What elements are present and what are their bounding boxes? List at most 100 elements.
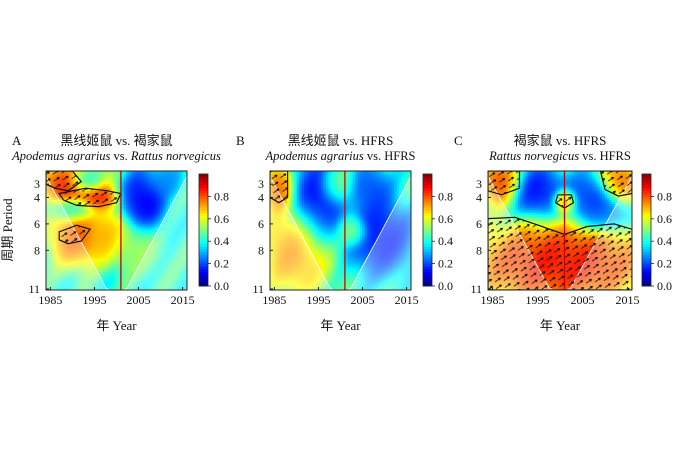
colorbar-step	[199, 174, 208, 178]
cone-of-influence	[270, 176, 411, 290]
colorbar-step	[423, 221, 432, 225]
colorbar-step	[199, 188, 208, 192]
colorbar-step	[642, 185, 651, 189]
colorbar-step	[423, 263, 432, 267]
colorbar-step	[199, 204, 208, 209]
colorbar-step	[199, 199, 208, 203]
colorbar-step	[642, 202, 651, 206]
significant-region-1	[270, 171, 289, 204]
colorbar-step	[199, 227, 208, 231]
colorbar-tick-label: 0.0	[657, 279, 672, 293]
colorbar-step	[199, 193, 208, 197]
colorbar-step	[423, 190, 432, 195]
colorbar-step	[423, 244, 432, 248]
cone-of-influence-line	[270, 176, 411, 290]
y-tick-label: 8	[258, 243, 264, 257]
y-tick-label: 11	[470, 282, 482, 296]
colorbar-step	[642, 199, 651, 203]
panel-c: 1985 1995 2005 2015 34 6 8 11 0.0 0.2 0.4 0.6 0.8 C 褐家…	[454, 133, 672, 333]
colorbar-step	[199, 263, 208, 267]
panel-label: C	[454, 133, 463, 148]
colorbar-step	[199, 176, 208, 181]
significant-region-1	[46, 171, 83, 192]
colorbar-step	[199, 272, 208, 276]
colorbar-step	[642, 190, 651, 195]
colorbar-step	[199, 202, 208, 206]
y-tick-label: 4	[476, 190, 482, 204]
colorbar-step	[423, 258, 432, 262]
colorbar-tick-label: 0.4	[438, 234, 453, 248]
colorbar-step	[642, 218, 651, 223]
y-tick-label: 11	[252, 282, 264, 296]
colorbar-step	[642, 269, 651, 273]
colorbar-step	[199, 280, 208, 284]
colorbar-step	[199, 216, 208, 220]
colorbar-step	[642, 263, 651, 267]
colorbar-step	[423, 241, 432, 245]
colorbar-step	[423, 232, 432, 237]
y-tick-label: 4	[34, 190, 40, 204]
colorbar-step	[642, 277, 651, 281]
colorbar-step	[642, 252, 651, 256]
colorbar-step	[423, 252, 432, 256]
colorbar-step	[642, 246, 651, 251]
colorbar-step	[423, 213, 432, 217]
colorbar-step	[642, 193, 651, 197]
colorbar-step	[642, 260, 651, 265]
colorbar: 0.0 0.2 0.4 0.6 0.8	[198, 173, 229, 293]
colorbar-step	[423, 193, 432, 197]
colorbar-step	[423, 185, 432, 189]
colorbar-step	[423, 218, 432, 223]
y-tick-label: 6	[258, 217, 264, 231]
colorbar-step	[642, 258, 651, 262]
colorbar-step	[423, 238, 432, 242]
y-axis-label: 周期 Period	[0, 198, 15, 262]
colorbar-step	[642, 235, 651, 239]
significant-region-4	[488, 216, 632, 290]
colorbar-step	[642, 238, 651, 242]
y-tick-label: 6	[34, 217, 40, 231]
colorbar-step	[423, 207, 432, 211]
colorbar-step	[423, 179, 432, 183]
colorbar-step	[199, 269, 208, 273]
colorbar-step	[642, 182, 651, 186]
colorbar-step	[199, 230, 208, 234]
colorbar-tick-label: 0.6	[657, 212, 672, 226]
x-tick-label: 2005	[351, 293, 375, 307]
x-tick-label: 2015	[616, 293, 640, 307]
colorbar-step	[642, 174, 651, 178]
colorbar-step	[199, 218, 208, 223]
significant-region-2	[599, 171, 632, 197]
colorbar-step	[642, 221, 651, 225]
colorbar-step	[642, 188, 651, 192]
colorbar-tick-label: 0.6	[214, 212, 229, 226]
colorbar-step	[423, 227, 432, 231]
colorbar-step	[423, 196, 432, 200]
colorbar-step	[423, 266, 432, 270]
colorbar-step	[423, 174, 432, 178]
colorbar-step	[642, 272, 651, 276]
colorbar-step	[642, 213, 651, 217]
colorbar-step	[199, 252, 208, 256]
title-cn: 黑线姬鼠 vs. HFRS	[288, 133, 394, 148]
colorbar-frame	[641, 173, 652, 287]
colorbar-step	[642, 249, 651, 253]
colorbar-step	[423, 274, 432, 279]
colorbar-tick-label: 0.0	[438, 279, 453, 293]
colorbar-step	[423, 202, 432, 206]
x-tick-label: 2005	[127, 293, 151, 307]
colorbar-step	[642, 274, 651, 279]
colorbar-tick-label: 0.8	[657, 189, 672, 203]
colorbar-step	[423, 272, 432, 276]
colorbar-step	[642, 176, 651, 181]
colorbar-step	[199, 258, 208, 262]
colorbar-tick-label: 0.4	[214, 234, 229, 248]
colorbar-tick-label: 0.8	[214, 189, 229, 203]
colorbar-step	[199, 235, 208, 239]
colorbar: 0.0 0.2 0.4 0.6 0.8	[641, 173, 672, 293]
colorbar-step	[423, 224, 432, 228]
panel-a: 1985 1995 2005 2015 34 6 8 11 0.0 0.2 0.4 0.6 0.8 A 黑线…	[11, 133, 229, 333]
colorbar-step	[642, 204, 651, 209]
significant-region-3	[58, 224, 92, 245]
colorbar-step	[423, 249, 432, 253]
